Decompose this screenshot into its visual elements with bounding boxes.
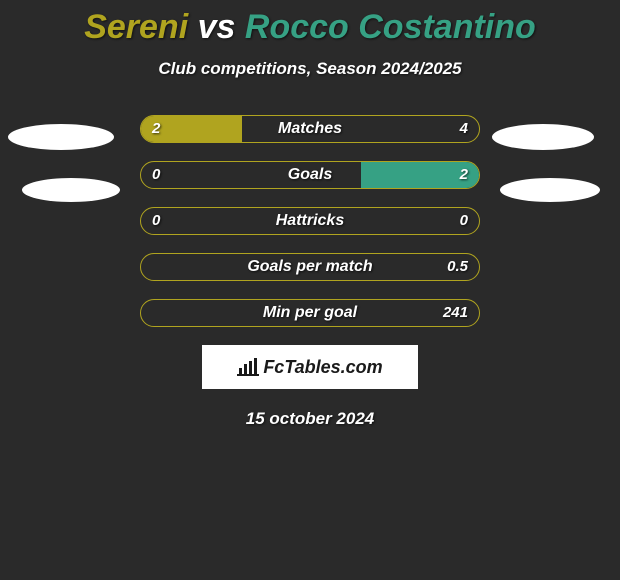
stat-label: Matches (140, 115, 480, 143)
stat-label: Goals per match (140, 253, 480, 281)
decorative-ellipse (22, 178, 120, 202)
title-vs: vs (198, 8, 236, 46)
decorative-ellipse (500, 178, 600, 202)
title-player1: Sereni (84, 8, 188, 46)
date-label: 15 october 2024 (0, 409, 620, 429)
stat-label: Hattricks (140, 207, 480, 235)
title-player2: Rocco Costantino (245, 8, 536, 46)
stat-label: Min per goal (140, 299, 480, 327)
stat-row: 00Hattricks (0, 207, 620, 235)
bar-chart-icon (237, 358, 259, 376)
stat-row: 241Min per goal (0, 299, 620, 327)
stat-row: 0.5Goals per match (0, 253, 620, 281)
page-title: Sereni vs Rocco Costantino (0, 0, 620, 47)
logo: FcTables.com (237, 357, 382, 378)
decorative-ellipse (492, 124, 594, 150)
logo-box: FcTables.com (202, 345, 418, 389)
logo-text: FcTables.com (263, 357, 382, 378)
stat-label: Goals (140, 161, 480, 189)
subtitle: Club competitions, Season 2024/2025 (0, 59, 620, 79)
decorative-ellipse (8, 124, 114, 150)
